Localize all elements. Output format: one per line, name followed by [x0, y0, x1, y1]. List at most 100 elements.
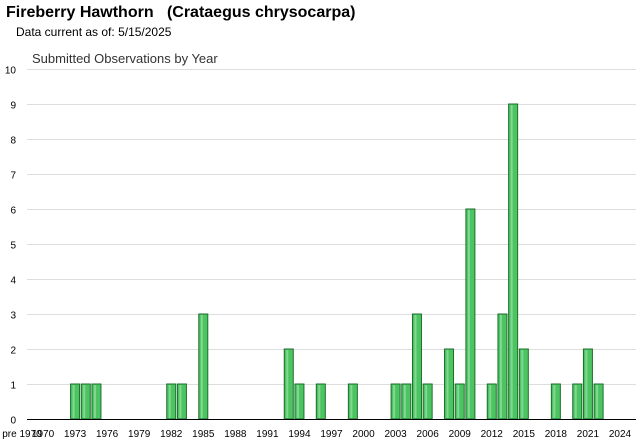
y-tick-label: 3	[10, 311, 16, 322]
x-tick-label: 2024	[609, 429, 632, 440]
x-tick-label: 1985	[192, 429, 215, 440]
y-tick-label: 9	[10, 101, 16, 112]
y-tick-label: 0	[10, 416, 16, 427]
x-tick-label: 1997	[320, 429, 343, 440]
x-tick-label: 1988	[224, 429, 247, 440]
bar-2009	[454, 383, 465, 420]
bar-highlight	[521, 350, 524, 418]
bar	[401, 383, 412, 420]
x-tick-label: 1976	[96, 429, 119, 440]
bar-highlight	[425, 385, 428, 418]
bar-2014	[508, 103, 519, 420]
bar-highlight	[414, 315, 417, 418]
x-tick-label: 1982	[160, 429, 183, 440]
bar	[166, 383, 177, 420]
data-current-label: Data current as of:	[16, 25, 115, 39]
y-tick-label: 8	[10, 136, 16, 147]
bar	[176, 383, 187, 420]
bar-highlight	[93, 385, 96, 418]
bar	[315, 383, 326, 420]
bar-highlight	[200, 315, 203, 418]
bar-1993	[283, 348, 294, 420]
bar-highlight	[457, 385, 460, 418]
bar-1999	[347, 383, 358, 420]
bar-2005	[411, 313, 422, 420]
x-tick-label: 1979	[128, 429, 151, 440]
bar	[198, 313, 209, 420]
bar-2012	[486, 383, 497, 420]
bar	[582, 348, 593, 420]
bar-2018	[550, 383, 561, 420]
bar	[390, 383, 401, 420]
y-axis-ticks: 0 1 2 3 4 5 6 7 8 9 10	[5, 66, 17, 427]
x-tick-label: 1991	[256, 429, 279, 440]
bar-highlight	[83, 385, 86, 418]
bar-1985	[198, 313, 209, 420]
bar-highlight	[179, 385, 182, 418]
bar	[70, 383, 81, 420]
bar-2013	[497, 313, 508, 420]
data-current-line: Data current as of: 5/15/2025	[16, 25, 171, 39]
y-tick-label: 5	[10, 241, 16, 252]
x-tick-label: 1973	[64, 429, 87, 440]
bar	[518, 348, 529, 420]
bar	[444, 348, 455, 420]
bar-highlight	[585, 350, 588, 418]
bar	[411, 313, 422, 420]
y-tick-label: 2	[10, 346, 16, 357]
bar-1982	[166, 383, 177, 420]
bar	[91, 383, 102, 420]
bar-highlight	[510, 105, 513, 418]
x-tick-label: 2009	[449, 429, 472, 440]
bar-2021	[582, 348, 593, 420]
bar-highlight	[574, 385, 577, 418]
scientific-name: (Crataegus chrysocarpa)	[166, 4, 356, 21]
y-tick-label: 7	[10, 171, 16, 182]
common-name: Fireberry Hawthorn	[6, 4, 154, 21]
bar-highlight	[72, 385, 75, 418]
bars	[70, 103, 604, 420]
bar-1974	[80, 383, 91, 420]
bar	[550, 383, 561, 420]
bar	[572, 383, 583, 420]
y-tick-label: 1	[10, 381, 16, 392]
bar-2022	[593, 383, 604, 420]
bar	[454, 383, 465, 420]
bar-2008	[444, 348, 455, 420]
bar	[80, 383, 91, 420]
species-title: Fireberry Hawthorn (Crataegus chrysocarp…	[6, 4, 355, 22]
bar-2004	[401, 383, 412, 420]
gridlines	[27, 69, 636, 385]
bar-2010	[465, 208, 476, 420]
y-tick-label: 10	[5, 66, 17, 77]
bar-highlight	[286, 350, 289, 418]
bar	[486, 383, 497, 420]
bar-highlight	[446, 350, 449, 418]
bar-highlight	[596, 385, 599, 418]
chart-title: Submitted Observations by Year	[32, 51, 218, 66]
bar	[283, 348, 294, 420]
x-tick-label: 2006	[417, 429, 440, 440]
bar-highlight	[499, 315, 502, 418]
x-tick-label: 2000	[352, 429, 375, 440]
bar	[347, 383, 358, 420]
bar-highlight	[318, 385, 321, 418]
bar-highlight	[296, 385, 299, 418]
data-current-date: 5/15/2025	[118, 25, 172, 39]
x-tick-label: 2012	[481, 429, 504, 440]
bar-1994	[294, 383, 305, 420]
bar-highlight	[393, 385, 396, 418]
y-tick-label: 4	[10, 276, 16, 287]
x-tick-label: 2018	[545, 429, 568, 440]
x-tick-label: 2021	[577, 429, 600, 440]
bar-1996	[315, 383, 326, 420]
bar-1975	[91, 383, 102, 420]
bar-highlight	[350, 385, 353, 418]
x-tick-label: 2015	[513, 429, 536, 440]
bar-2015	[518, 348, 529, 420]
bar	[294, 383, 305, 420]
bar-2003	[390, 383, 401, 420]
bar-1983	[176, 383, 187, 420]
